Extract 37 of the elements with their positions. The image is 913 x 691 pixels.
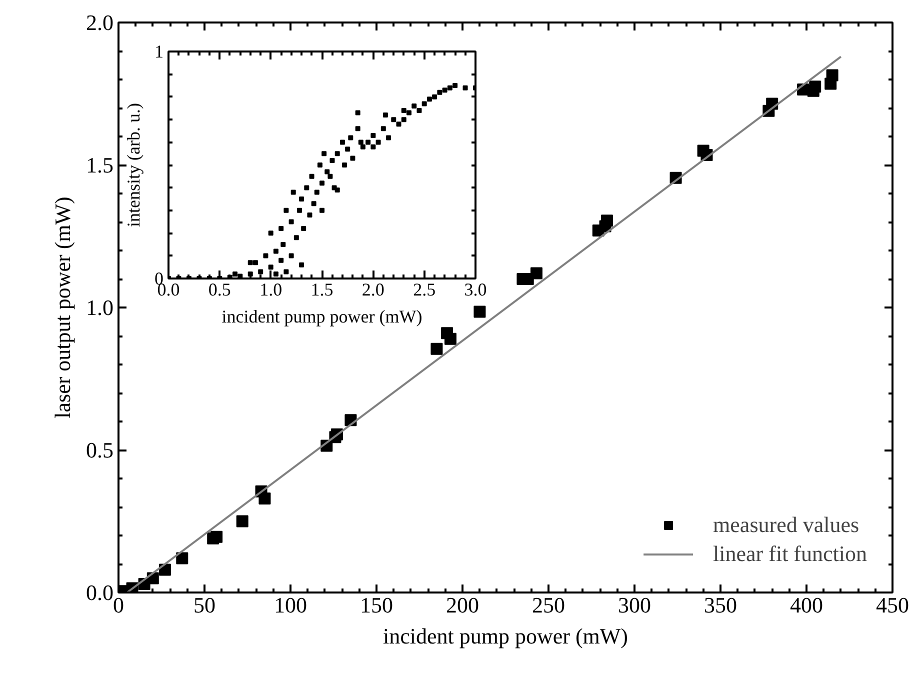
y-tick-label: 1.5 (86, 152, 114, 178)
x-tick-label: 300 (618, 592, 651, 618)
point (826, 69, 838, 82)
point (176, 552, 188, 564)
legend-label: linear fit function (713, 541, 867, 567)
point (210, 530, 223, 543)
x-axis-title: incident pump power (mW) (222, 306, 422, 326)
y-tick-label: 0.5 (86, 438, 114, 462)
y-axis-title: intensity (arb. u.) (124, 103, 144, 227)
y-tick-label: 2.0 (86, 10, 114, 35)
x-tick-label: 400 (790, 592, 823, 618)
x-tick-label: 450 (876, 592, 909, 618)
point (530, 267, 542, 280)
x-tick-label: 350 (704, 592, 737, 618)
x-axis-title: incident pump power (mW) (383, 624, 628, 648)
legend-label: measured values (713, 512, 860, 538)
point (258, 492, 271, 504)
point (236, 515, 248, 528)
y-tick-label: 1.0 (86, 295, 114, 320)
x-tick-label: 100 (274, 592, 307, 618)
x-tick-label: 3.0 (464, 280, 487, 300)
x-tick-label: 150 (360, 592, 393, 618)
y-tick-label: 1 (154, 42, 164, 62)
x-tick-label: 1.0 (260, 280, 282, 300)
x-tick-label: 250 (532, 592, 565, 618)
x-tick-label: 200 (446, 592, 479, 618)
y-axis-title: laser output power (mW) (50, 196, 75, 418)
point (444, 332, 456, 345)
x-tick-label: 50 (194, 592, 216, 618)
x-tick-label: 2.0 (362, 280, 384, 300)
point (600, 214, 613, 227)
point (474, 306, 486, 318)
x-tick-label: 2.5 (413, 280, 436, 300)
point (809, 80, 822, 93)
point (430, 342, 443, 355)
x-tick-label: 1.5 (310, 280, 334, 300)
x-tick-label: 0.5 (208, 280, 231, 300)
